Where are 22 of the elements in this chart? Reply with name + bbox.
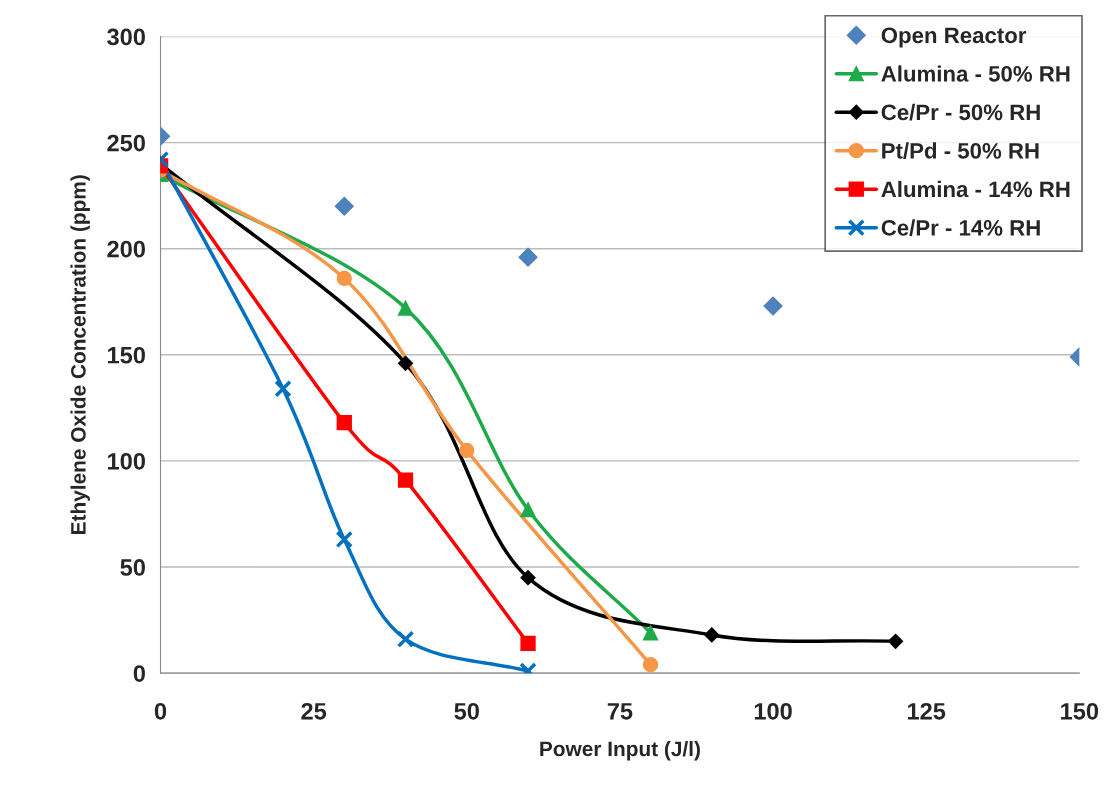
y-tick-label: 200 bbox=[107, 240, 145, 258]
y-tick-label: 0 bbox=[133, 665, 145, 682]
legend-label: Alumina - 50% RH bbox=[881, 65, 1070, 82]
x-axis-title: Power Input (J/l) bbox=[540, 740, 700, 761]
y-tick-label: 150 bbox=[108, 346, 145, 364]
legend-label: Pt/Pd - 50% RH bbox=[882, 142, 1039, 159]
y-axis-title: Ethylene Oxide Concentration (ppm) bbox=[70, 175, 90, 534]
legend-label: Alumina - 14% RH bbox=[881, 180, 1070, 198]
x-tick-label: 50 bbox=[454, 702, 479, 720]
y-tick-label: 100 bbox=[108, 452, 145, 470]
x-tick-label: 0 bbox=[154, 702, 167, 720]
x-tick-label: 125 bbox=[907, 702, 946, 720]
x-tick-label: 75 bbox=[607, 703, 633, 720]
legend-label: Ce/Pr - 14% RH bbox=[881, 219, 1040, 236]
y-tick-label: 50 bbox=[120, 559, 145, 576]
x-tick-label: 100 bbox=[754, 702, 792, 720]
legend-label: Open Reactor bbox=[881, 27, 1027, 48]
legend-label: Ce/Pr - 50% RH bbox=[881, 103, 1040, 121]
y-tick-label: 300 bbox=[107, 28, 145, 46]
x-tick-label: 150 bbox=[1061, 702, 1099, 720]
y-tick-label: 250 bbox=[107, 134, 145, 152]
x-tick-label: 25 bbox=[301, 702, 327, 720]
